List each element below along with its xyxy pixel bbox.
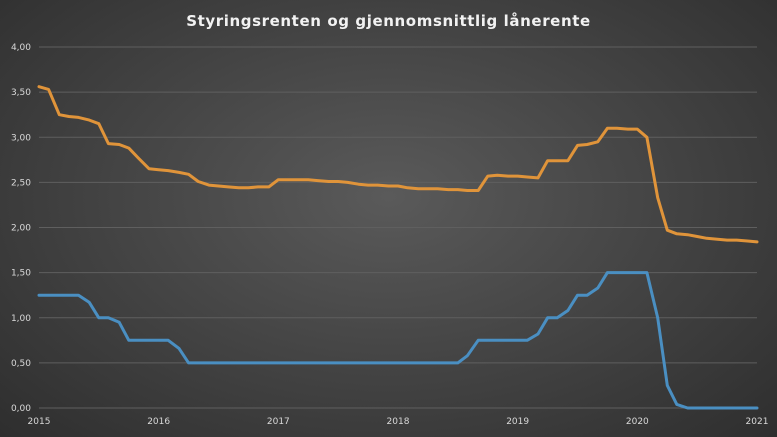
x-tick-label: 2021 — [746, 417, 769, 427]
y-tick-label: 1,00 — [11, 314, 31, 324]
x-axis-labels: 2015 2016 2017 2018 2019 2020 2021 — [28, 417, 769, 427]
gridlines — [39, 46, 757, 409]
series-lines — [37, 85, 759, 410]
x-tick-label: 2015 — [28, 417, 51, 427]
y-axis-labels: 0,00 0,50 1,00 1,50 2,00 2,50 3,00 3,50 4,00 — [11, 43, 31, 414]
x-tick-label: 2016 — [147, 417, 170, 427]
x-tick-label: 2018 — [387, 417, 410, 427]
y-tick-label: 0,50 — [11, 359, 31, 369]
y-tick-label: 1,50 — [11, 269, 31, 279]
y-tick-label: 2,50 — [11, 178, 31, 188]
x-tick-label: 2020 — [626, 417, 649, 427]
chart-title: Styringsrenten og gjennomsnittlig lånere… — [186, 12, 591, 30]
y-tick-label: 3,50 — [11, 88, 31, 98]
x-tick-label: 2019 — [506, 417, 529, 427]
y-tick-label: 0,00 — [11, 404, 31, 414]
series-line-2 — [37, 85, 759, 244]
series-line-1 — [37, 271, 759, 410]
y-tick-label: 3,00 — [11, 133, 31, 143]
x-tick-label: 2017 — [267, 417, 290, 427]
y-tick-label: 4,00 — [11, 43, 31, 53]
y-tick-label: 2,00 — [11, 224, 31, 234]
